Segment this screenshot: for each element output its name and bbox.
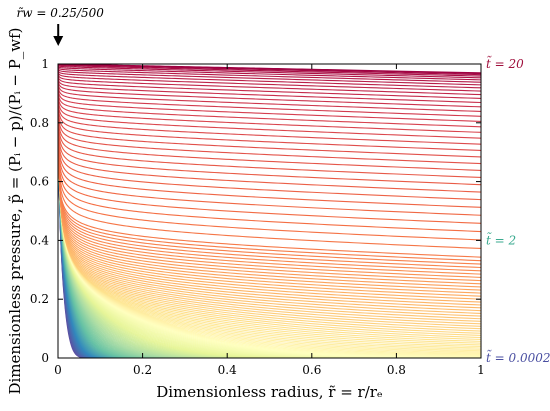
pressure-curve (57, 63, 482, 186)
x-tick-label: 0.8 (387, 363, 406, 377)
pressure-curve (57, 63, 482, 193)
pressure-curve (57, 63, 482, 133)
pressure-curve (57, 63, 482, 86)
y-tick-labels: 0 0.2 0.4 0.6 0.8 1 (30, 57, 49, 365)
pressure-curve (57, 63, 482, 269)
curve-label: t̃ = 0.0002 (486, 349, 550, 365)
rw-annotation: r̃w = 0.25/500 (17, 6, 105, 46)
curve-label: t̃ = 2 (486, 232, 516, 248)
x-tick-label: 0.4 (218, 363, 237, 377)
axis-ticks (57, 63, 482, 359)
pressure-curve (57, 63, 482, 83)
x-tick-label: 0.6 (302, 363, 321, 377)
pressure-curve (57, 63, 482, 171)
pressure-curve (57, 63, 482, 282)
pressure-curve (57, 63, 482, 291)
pressure-curve (57, 63, 482, 139)
pressure-curve (57, 63, 482, 104)
pressure-curve (57, 63, 482, 81)
pressure-curve (57, 63, 482, 128)
y-axis-label: Dimensionless pressure, p̃ = (Pᵢ − p)/(P… (6, 27, 24, 394)
pressure-curve (57, 63, 482, 303)
x-tick-label: 1 (477, 363, 485, 377)
y-tick-label: 0.6 (30, 175, 49, 189)
pressure-curve (57, 63, 482, 89)
plot-frame (57, 63, 482, 359)
pressure-curve (57, 63, 482, 216)
y-tick-label: 0.8 (30, 116, 49, 130)
y-tick-label: 0.4 (30, 233, 49, 247)
pressure-curve (57, 63, 482, 224)
rw-arrow-icon (53, 36, 64, 46)
pressure-curve (57, 63, 482, 285)
curve-labels: t̃ = 20 t̃ = 2 t̃ = 0.0002 (486, 55, 550, 365)
pressure-curve (57, 63, 482, 275)
curve-label: t̃ = 20 (486, 55, 524, 71)
pressure-curve (57, 63, 482, 122)
pressure-curve (57, 63, 482, 233)
pressure-curve (57, 63, 482, 77)
pressure-curve (57, 63, 482, 201)
pressure-curve (57, 63, 482, 113)
pressure-curves (57, 63, 482, 358)
pressure-curve (57, 63, 482, 300)
pressure-curve (57, 63, 482, 99)
y-tick-label: 0 (41, 351, 49, 365)
pressure-curve (57, 63, 482, 92)
pressure-curve (57, 63, 482, 79)
pressure-curve (57, 63, 482, 165)
pressure-curve (57, 63, 482, 151)
pressure-curve (57, 63, 482, 250)
pressure-curve (57, 63, 482, 278)
pressure-curve (57, 63, 482, 178)
x-tick-label: 0.2 (133, 363, 152, 377)
x-tick-labels: 0 0.2 0.4 0.6 0.8 1 (54, 363, 485, 377)
pressure-curve (57, 63, 482, 272)
pressure-curve (57, 63, 482, 117)
pressure-curve (57, 63, 482, 262)
pressure-curve (57, 63, 482, 288)
y-tick-label: 0.2 (30, 292, 49, 306)
pressure-curve (57, 63, 482, 265)
pressure-curve (57, 63, 482, 258)
pressure-curve (57, 63, 482, 306)
x-axis-label: Dimensionless radius, r̃ = r/rₑ (156, 383, 383, 401)
pressure-curve (57, 63, 482, 208)
y-tick-label: 1 (41, 57, 49, 71)
pressure-curve (57, 63, 482, 158)
x-tick-label: 0 (54, 363, 62, 377)
pressure-curve (57, 63, 482, 108)
pressure-curve (57, 63, 482, 96)
rw-annotation-label: r̃w = 0.25/500 (17, 6, 105, 20)
pressure-curve (57, 63, 482, 145)
pressure-curve (57, 63, 482, 294)
pressure-curve (57, 63, 482, 241)
pressure-curve (57, 63, 482, 297)
